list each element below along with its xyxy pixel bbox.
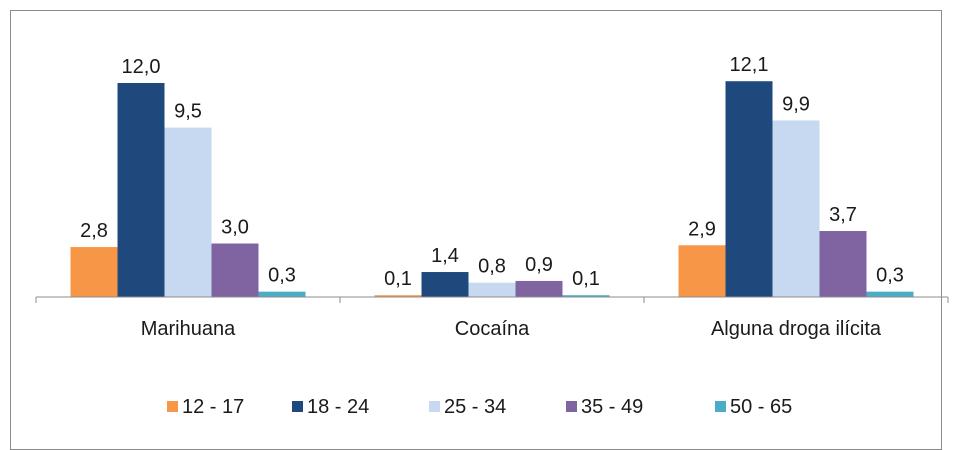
data-label: 3,7 [829,204,857,226]
legend-label: 35 - 49 [581,396,643,418]
legend-swatch [715,401,726,412]
data-label: 0,3 [876,265,904,287]
bars-layer [70,81,914,297]
data-label: 0,1 [384,268,412,290]
data-label: 9,5 [174,101,202,123]
legend-swatch [292,401,303,412]
bar [562,295,610,297]
legend-swatch [566,401,577,412]
category-label: Marihuana [141,318,236,340]
bar [678,245,726,297]
legend-label: 25 - 34 [444,396,506,418]
legend-swatch [167,401,178,412]
data-label: 12,1 [730,54,769,76]
legend-swatch [429,401,440,412]
bar [725,81,773,297]
data-label: 12,0 [122,56,161,78]
bar [468,282,516,297]
category-label: Cocaína [455,318,530,340]
data-label: 1,4 [431,245,459,267]
bar [772,120,820,297]
legend-label: 18 - 24 [307,396,369,418]
data-label: 0,3 [268,265,296,287]
category-labels-layer: Marihuana Cocaína Alguna droga ilícita [141,318,882,340]
bar [866,291,914,297]
bar [374,295,422,297]
legend-label: 12 - 17 [182,396,244,418]
bar [117,83,165,297]
data-label: 9,9 [782,93,810,115]
bar [211,243,259,297]
data-label: 0,8 [478,256,506,278]
bar-chart: 2,8 12,0 9,5 3,0 0,3 0,1 1,4 0,8 0,9 0,1 2,9 12,1 9,… [35,54,949,418]
category-label: Alguna droga ilícita [711,318,882,340]
data-label: 2,8 [80,220,108,242]
bar [515,280,563,297]
bar [421,272,469,297]
data-label: 0,9 [525,254,553,276]
legend: 12 - 17 18 - 24 25 - 34 35 - 49 50 - 65 [167,396,792,418]
data-label: 0,1 [572,268,600,290]
legend-label: 50 - 65 [730,396,792,418]
bar [258,291,306,297]
bar [164,127,212,297]
x-axis [35,296,949,303]
data-label: 3,0 [221,217,249,239]
data-labels-layer: 2,8 12,0 9,5 3,0 0,3 0,1 1,4 0,8 0,9 0,1 2,9 12,1 9,… [80,54,904,290]
bar [70,247,118,297]
bar [819,231,867,297]
data-label: 2,9 [688,218,716,240]
